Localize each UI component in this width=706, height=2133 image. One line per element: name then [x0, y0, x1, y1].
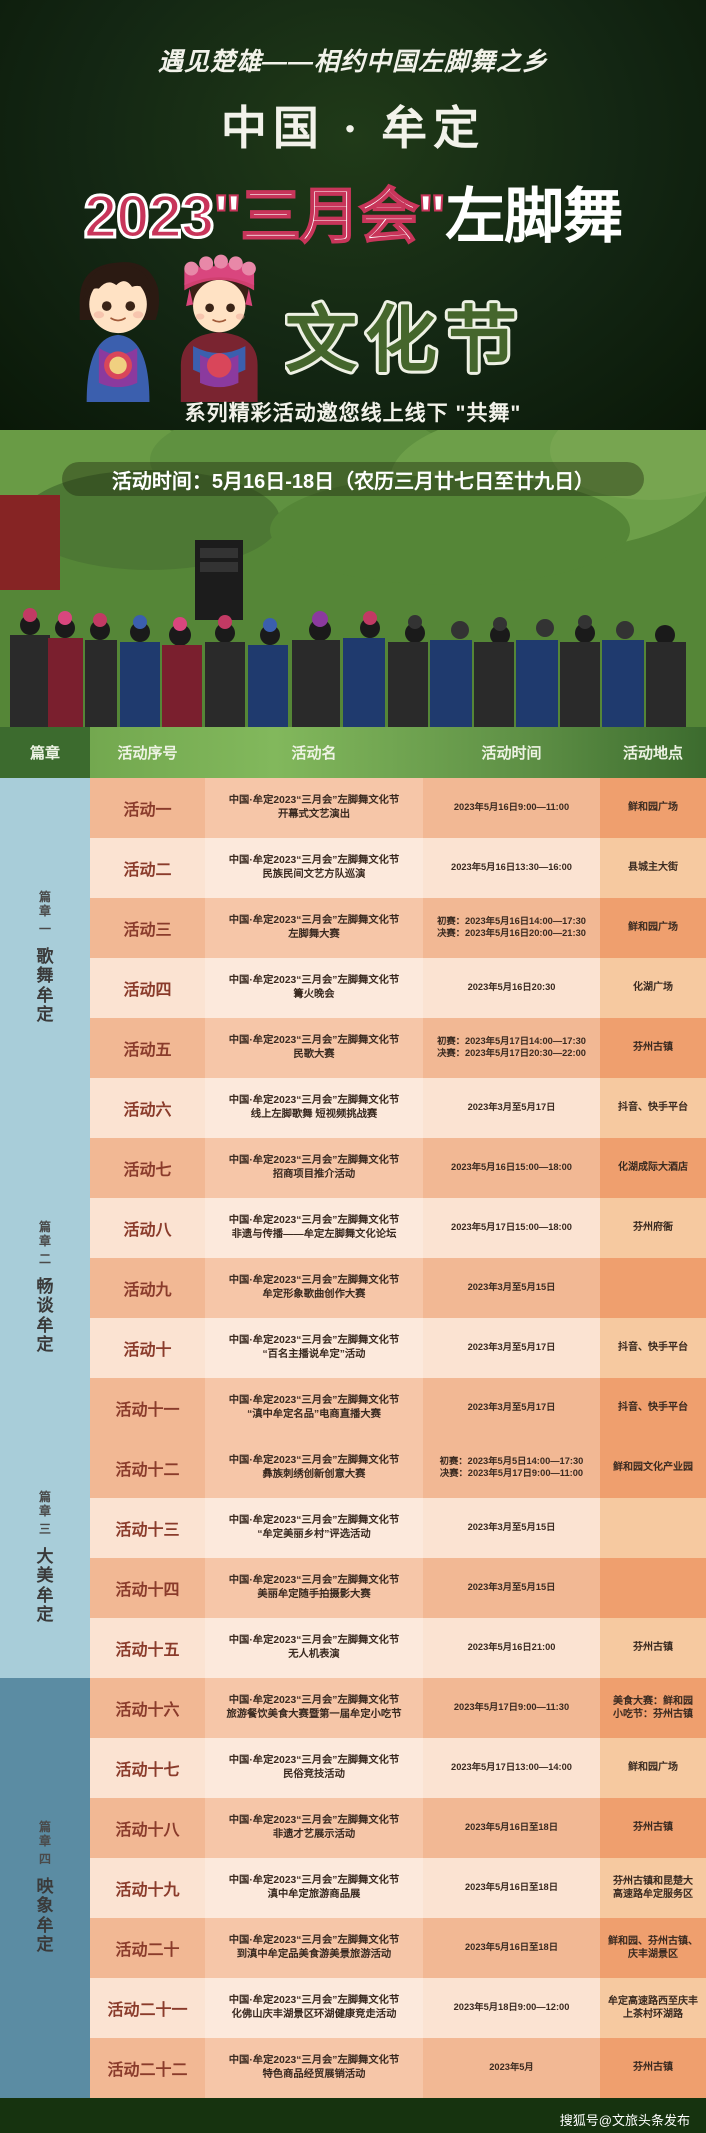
svg-text:文化节: 文化节: [285, 301, 525, 381]
